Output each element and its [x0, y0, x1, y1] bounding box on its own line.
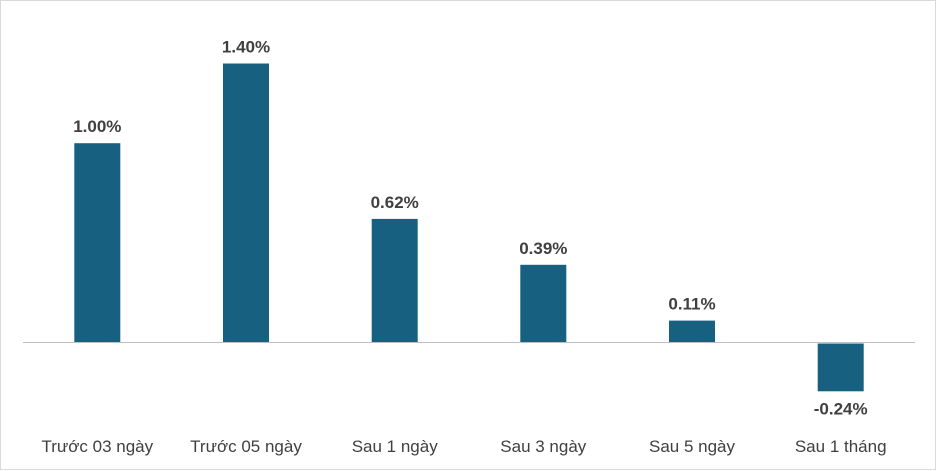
data-label-5: 0.11%	[668, 295, 715, 314]
bar-4	[520, 264, 567, 343]
data-label-6: -0.24%	[814, 399, 868, 418]
bars-group	[74, 63, 864, 392]
bar-1	[74, 143, 121, 343]
category-label-6: Sau 1 tháng	[795, 437, 887, 456]
bar-2	[223, 63, 269, 343]
data-label-4: 0.39%	[519, 239, 567, 258]
category-label-1: Trước 03 ngày	[41, 437, 153, 456]
bar-6	[817, 343, 864, 392]
category-label-3: Sau 1 ngày	[352, 437, 439, 456]
bar-5	[669, 320, 715, 343]
category-labels-group: Trước 03 ngày Trước 05 ngày Sau 1 ngày Sau …	[41, 437, 886, 456]
data-label-1: 1.00%	[73, 117, 121, 136]
data-label-2: 1.40%	[222, 38, 270, 57]
category-label-5: Sau 5 ngày	[649, 437, 736, 456]
category-label-4: Sau 3 ngày	[500, 437, 587, 456]
bar-3	[371, 218, 418, 343]
data-labels-group: 1.00% 1.40% 0.62% 0.39% 0.11% -0.24%	[73, 38, 867, 419]
category-label-2: Trước 05 ngày	[190, 437, 302, 456]
data-label-3: 0.62%	[371, 193, 419, 212]
